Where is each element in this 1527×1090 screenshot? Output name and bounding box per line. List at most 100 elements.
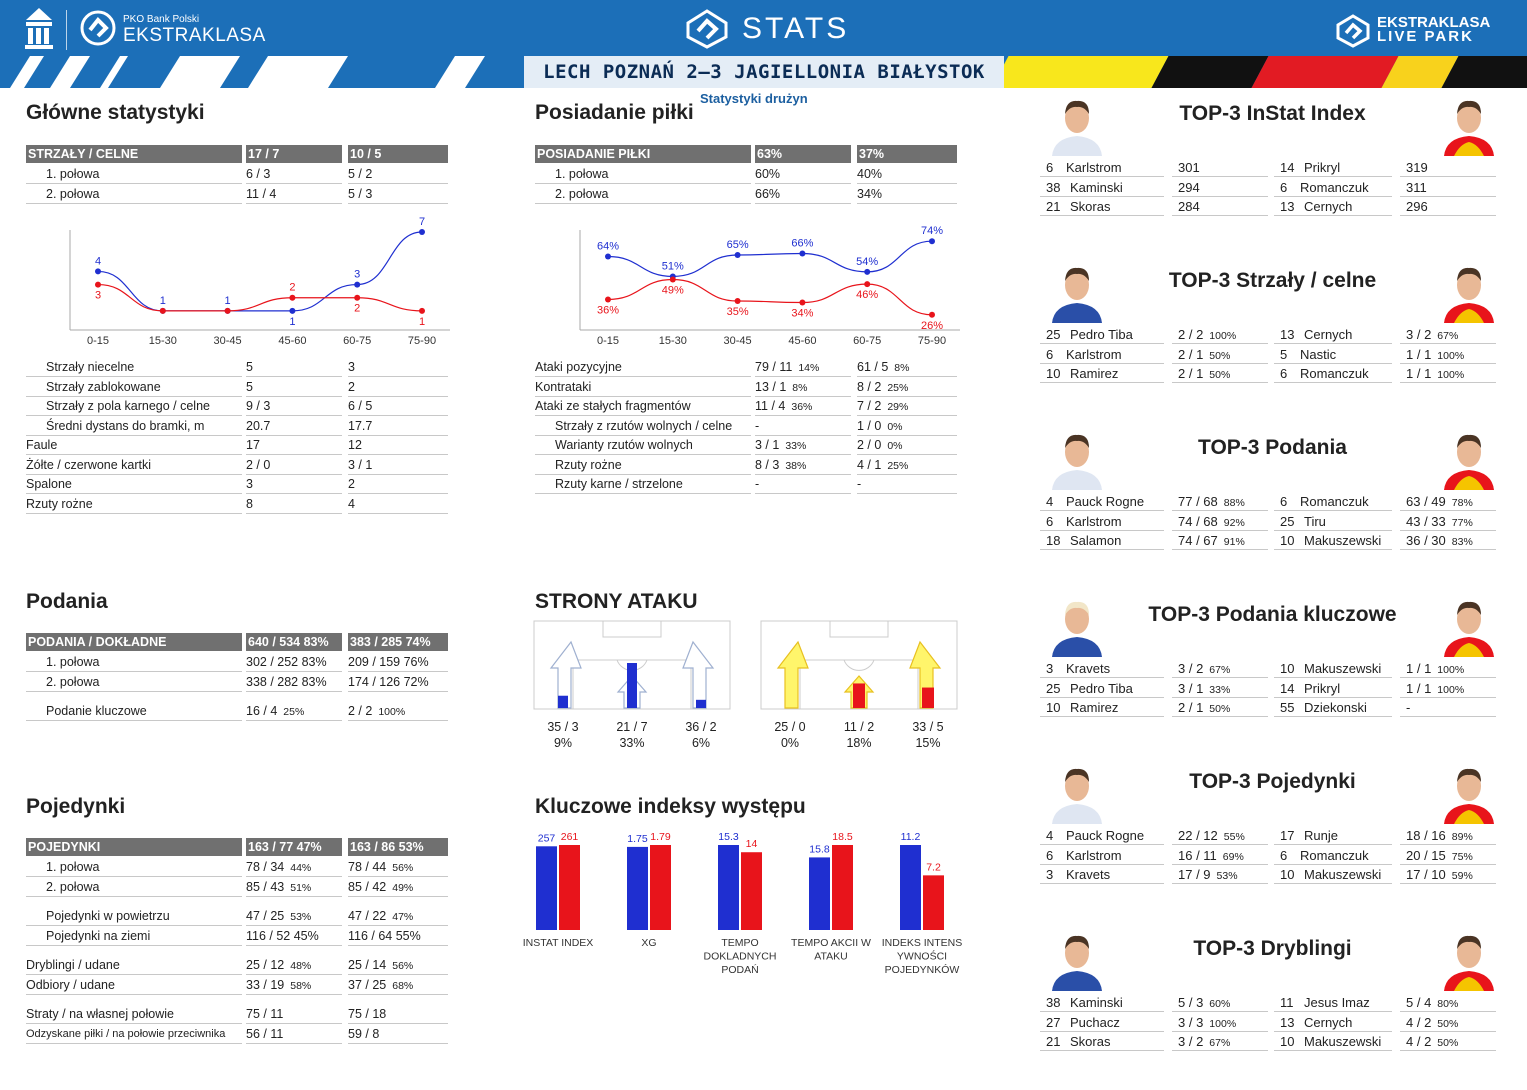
percent: 38%: [785, 459, 807, 472]
percent: 36%: [791, 401, 813, 413]
away-value: 174 / 126 72%: [348, 673, 448, 692]
value: 1 / 1: [1406, 680, 1432, 696]
duels-table: POJEDYNKI 163 / 77 47% 163 / 86 53% 1. poło…: [26, 838, 448, 1048]
value: 116 / 64 55%: [348, 929, 421, 943]
value: 1 / 0: [857, 418, 882, 433]
away-value: 209 / 159 76%: [348, 653, 448, 672]
player-number: 17: [1280, 828, 1295, 843]
shots-timeline-chart: 0-15 15-30 30-45 45-60 60-75 75-90 4 1 1 1 3 7 3 2 2 1: [69, 216, 450, 347]
away-value: 37%: [857, 145, 957, 163]
player-number: 4: [1046, 494, 1054, 509]
row-label: 2. połowa: [535, 185, 751, 204]
player-cell: 21 Skoras: [1040, 197, 1164, 216]
player-name: Makuszewski: [1304, 867, 1382, 882]
value: 2 / 1: [1178, 366, 1204, 381]
player-cell: 10 Makuszewski: [1274, 659, 1392, 678]
home-value: 47 / 25 53%: [246, 907, 342, 926]
player-name: Prikryl: [1304, 680, 1341, 696]
data-label: 35%: [727, 306, 749, 318]
away-value: 17.7: [348, 417, 448, 436]
attack-percent-label: 18%: [846, 736, 871, 750]
player-name: Romanczuk: [1300, 366, 1369, 381]
data-label: 66%: [791, 237, 813, 249]
x-tick-label: 60-75: [853, 335, 881, 347]
pko-logo-icon: [25, 8, 53, 49]
top3-title: TOP-3 Podania: [1198, 436, 1347, 459]
percent: 58%: [290, 980, 312, 992]
player-cell: 6 Romanczuk: [1274, 364, 1392, 383]
player-value: 3 / 2 67%: [1172, 659, 1268, 678]
player-cell: 6 Karlstrom: [1040, 512, 1164, 531]
row-label: 1. połowa: [26, 858, 242, 877]
player-number: 13: [1280, 327, 1295, 342]
percent: 51%: [290, 882, 312, 894]
row-label: 2. połowa: [26, 878, 242, 897]
player-value: 22 / 12 55%: [1172, 826, 1268, 845]
top3-row: 38 Kaminski 294 6 Romanczuk 311: [1040, 178, 1500, 197]
away-value: 25 / 14 56%: [348, 956, 448, 975]
away-value: 1 / 0 0%: [857, 417, 957, 436]
percent: 100%: [1437, 349, 1465, 362]
table-row: Strzały z pola karnego / celne 9 / 3 6 / 5: [26, 397, 448, 416]
row-label: Żółte / czerwone kartki: [26, 456, 242, 475]
value: 1 / 1: [1406, 661, 1432, 676]
player-photo-icon: [1444, 267, 1494, 323]
player-cell: 6 Romanczuk: [1274, 492, 1392, 511]
category-label: TEMPO AKCII W: [791, 937, 871, 949]
player-number: 13: [1280, 1014, 1295, 1030]
table-row: Kontrataki 13 / 1 8% 8 / 2 25%: [535, 378, 957, 397]
row-label: Rzuty rożne: [26, 495, 242, 514]
player-number: 14: [1280, 160, 1295, 175]
row-label: Odbiory / udane: [26, 976, 242, 995]
data-point: [224, 307, 231, 314]
value: 3 / 1: [1178, 680, 1204, 696]
home-player-avatar: [1048, 760, 1106, 824]
top3-row: 4 Pauck Rogne 77 / 68 88% 6 Romanczuk 63 / 49 7…: [1040, 492, 1500, 511]
table-row: Odbiory / udane 33 / 19 58% 37 / 25 68%: [26, 976, 448, 995]
player-name: Cernych: [1304, 1014, 1353, 1030]
table-row: Średni dystans do bramki, m 20.7 17.7: [26, 417, 448, 436]
home-value: 8: [246, 495, 342, 514]
value: -: [857, 477, 862, 491]
data-point: [95, 268, 101, 275]
attack-bar: [627, 663, 637, 708]
player-value: 74 / 68 92%: [1172, 512, 1268, 531]
top3-row: 4 Pauck Rogne 22 / 12 55% 17 Runje 18 / 16 89%: [1040, 826, 1500, 845]
bar-value-label: 15.8: [809, 843, 830, 855]
attack-percent-label: 9%: [554, 736, 572, 750]
player-value: 77 / 68 88%: [1172, 492, 1268, 511]
table-row: 2. połowa 85 / 43 51% 85 / 42 49%: [26, 878, 448, 897]
player-name: Karlstrom: [1066, 160, 1122, 175]
home-player-avatar: [1048, 92, 1106, 156]
player-cell: 18 Salamon: [1040, 531, 1164, 550]
data-point: [864, 281, 871, 288]
bar-value-label: 7.2: [926, 861, 941, 873]
data-point: [159, 307, 166, 314]
top3-title: TOP-3 Pojedynki: [1189, 770, 1356, 793]
percent: 80%: [1437, 998, 1459, 1010]
flag-yellow: [991, 56, 1169, 88]
attack-value-label: 25 / 0: [774, 720, 805, 734]
player-value: 319: [1400, 158, 1496, 177]
player-number: 10: [1280, 533, 1295, 548]
attack-value-label: 21 / 7: [616, 720, 647, 734]
player-cell: 4 Pauck Rogne: [1040, 826, 1164, 845]
percent: 59%: [1451, 870, 1473, 882]
row-label: Strzały z pola karnego / celne: [26, 397, 242, 416]
home-value: 640 / 534 83%: [246, 633, 342, 651]
top3-row: 27 Puchacz 3 / 3 100% 13 Cernych 4 / 2 50%: [1040, 1013, 1500, 1032]
data-label: 51%: [662, 260, 684, 272]
match-banner: LECH POZNAŃ 2–3 JAGIELLONIA BIAŁYSTOK: [524, 56, 1004, 88]
possession-table: POSIADANIE PIŁKI 63% 37% 1. połowa 60% 40% 2. …: [535, 145, 957, 205]
home-value: 33 / 19 58%: [246, 976, 342, 995]
x-tick-label: 15-30: [659, 335, 687, 347]
table-row: Warianty rzutów wolnych 3 / 1 33% 2 / 0 0%: [535, 436, 957, 455]
category-label: XG: [641, 937, 656, 949]
percent: 89%: [1451, 831, 1473, 843]
player-cell: 10 Makuszewski: [1274, 865, 1392, 884]
value: 25 / 12: [246, 958, 285, 972]
player-number: 27: [1046, 1014, 1061, 1030]
table-row: Spalone 3 2: [26, 475, 448, 494]
percent: 69%: [1222, 850, 1244, 863]
key-indices-chart: 257 261 INSTAT INDEX 1.75 1.79 XG 15.3 14 TEMPO D…: [523, 831, 963, 976]
